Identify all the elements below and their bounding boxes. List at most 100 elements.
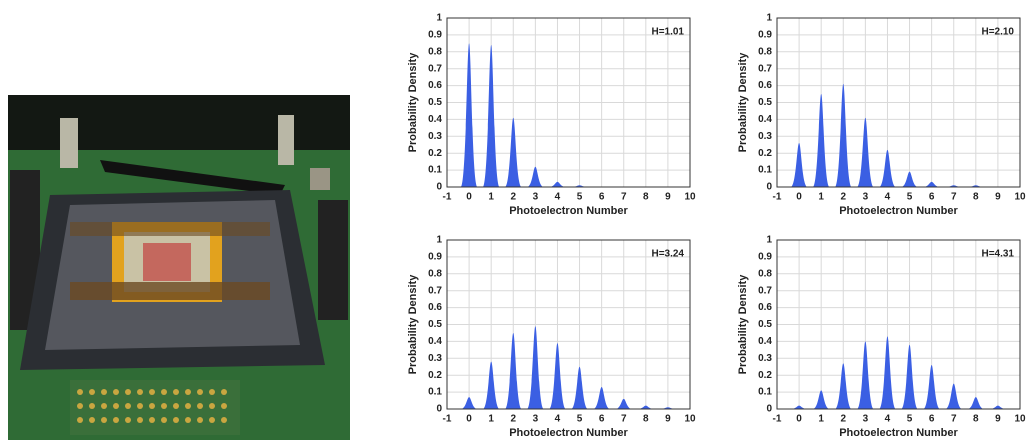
peak bbox=[856, 117, 874, 187]
x-axis-label: Photoelectron Number bbox=[839, 427, 958, 439]
x-tick-label: 7 bbox=[621, 192, 627, 203]
y-tick-label: 0.5 bbox=[428, 97, 442, 108]
peak bbox=[571, 366, 588, 409]
x-tick-label: 9 bbox=[665, 192, 671, 203]
y-tick-label: 0.8 bbox=[428, 268, 442, 279]
x-tick-label: 3 bbox=[533, 414, 539, 425]
y-axis-label: Probability Density bbox=[407, 52, 419, 153]
x-tick-label: 0 bbox=[466, 192, 472, 203]
x-tick-label: 3 bbox=[863, 192, 869, 203]
y-tick-label: 0.4 bbox=[428, 114, 442, 125]
y-tick-label: 0.7 bbox=[428, 63, 442, 74]
y-tick-label: 0.4 bbox=[758, 114, 772, 125]
peak bbox=[901, 344, 918, 409]
peak bbox=[790, 405, 808, 409]
peak bbox=[460, 43, 478, 187]
peak bbox=[549, 181, 566, 187]
y-tick-label: 0.9 bbox=[428, 252, 442, 263]
y-tick-label: 1 bbox=[436, 13, 442, 24]
y-tick-label: 0.3 bbox=[428, 353, 442, 364]
y-tick-label: 1 bbox=[436, 235, 442, 246]
x-tick-label: 4 bbox=[555, 192, 561, 203]
x-tick-label: 9 bbox=[995, 414, 1001, 425]
y-tick-label: 0.8 bbox=[758, 268, 772, 279]
x-tick-label: -1 bbox=[773, 192, 782, 203]
x-tick-label: 3 bbox=[863, 414, 869, 425]
y-tick-label: 1 bbox=[766, 235, 772, 246]
y-tick-label: 0.1 bbox=[428, 165, 442, 176]
plot-frame bbox=[446, 17, 691, 188]
x-tick-label: 7 bbox=[621, 414, 627, 425]
x-tick-label: 1 bbox=[818, 414, 824, 425]
x-tick-label: 6 bbox=[599, 414, 605, 425]
peak bbox=[989, 405, 1007, 409]
annotation: H=3.24 bbox=[651, 249, 684, 260]
chart-panel: 00.10.20.30.40.50.60.70.80.91-1 0 1 2 3 4 5 6 7 8… bbox=[407, 235, 696, 439]
x-tick-label: 1 bbox=[488, 192, 494, 203]
x-tick-label: 10 bbox=[684, 192, 696, 203]
x-tick-label: -1 bbox=[773, 414, 782, 425]
peak bbox=[923, 181, 941, 187]
peak bbox=[593, 387, 611, 409]
y-tick-label: 0.3 bbox=[428, 131, 442, 142]
x-tick-label: 0 bbox=[466, 414, 472, 425]
x-tick-label: 2 bbox=[840, 414, 846, 425]
x-axis-label: Photoelectron Number bbox=[839, 205, 958, 217]
y-tick-label: 0.7 bbox=[428, 285, 442, 296]
y-tick-label: 0.3 bbox=[758, 353, 772, 364]
chart-panel: 00.10.20.30.40.50.60.70.80.91-1 0 1 2 3 4 5 6 7 8… bbox=[737, 235, 1026, 439]
x-tick-label: 8 bbox=[643, 192, 649, 203]
x-tick-label: 8 bbox=[973, 192, 979, 203]
y-tick-label: 0.1 bbox=[758, 165, 772, 176]
y-tick-label: 0.4 bbox=[758, 336, 772, 347]
peak bbox=[460, 397, 478, 409]
peak bbox=[834, 83, 852, 187]
y-axis-label: Probability Density bbox=[407, 274, 419, 375]
chart-panel: 00.10.20.30.40.50.60.70.80.91-1 0 1 2 3 4 5 6 7 8… bbox=[737, 13, 1026, 217]
x-axis-label: Photoelectron Number bbox=[509, 205, 628, 217]
y-tick-label: 0.7 bbox=[758, 63, 772, 74]
x-tick-label: 4 bbox=[885, 192, 891, 203]
y-tick-label: 1 bbox=[766, 13, 772, 24]
y-tick-label: 0.6 bbox=[758, 80, 772, 91]
peak bbox=[901, 171, 918, 187]
plot-frame bbox=[776, 17, 1021, 188]
peak bbox=[923, 365, 941, 409]
peak bbox=[526, 166, 544, 187]
annotation: H=2.10 bbox=[981, 27, 1014, 38]
peak bbox=[945, 383, 963, 409]
x-tick-label: 6 bbox=[929, 414, 935, 425]
x-tick-label: 5 bbox=[577, 192, 583, 203]
y-tick-label: 0 bbox=[766, 182, 772, 193]
peak bbox=[812, 94, 830, 187]
x-tick-label: 9 bbox=[665, 414, 671, 425]
peak bbox=[549, 343, 566, 409]
x-axis-label: Photoelectron Number bbox=[509, 427, 628, 439]
device-photo bbox=[8, 95, 350, 440]
x-tick-label: 5 bbox=[577, 414, 583, 425]
y-tick-label: 0.8 bbox=[428, 46, 442, 57]
x-tick-label: 10 bbox=[1014, 414, 1026, 425]
peak bbox=[615, 398, 633, 409]
y-axis-label: Probability Density bbox=[737, 274, 749, 375]
x-tick-label: 10 bbox=[1014, 192, 1026, 203]
y-tick-label: 0.1 bbox=[758, 387, 772, 398]
y-tick-label: 0.7 bbox=[758, 285, 772, 296]
y-tick-label: 0.2 bbox=[758, 148, 772, 159]
x-tick-label: 9 bbox=[995, 192, 1001, 203]
peak bbox=[790, 143, 808, 187]
y-tick-label: 0.9 bbox=[758, 252, 772, 263]
annotation: H=1.01 bbox=[651, 27, 684, 38]
y-tick-label: 0.4 bbox=[428, 336, 442, 347]
x-tick-label: 7 bbox=[951, 414, 957, 425]
x-tick-label: 4 bbox=[555, 414, 561, 425]
x-tick-label: 8 bbox=[643, 414, 649, 425]
x-tick-label: 5 bbox=[907, 192, 913, 203]
peak bbox=[834, 363, 852, 409]
plot-frame bbox=[446, 239, 691, 410]
x-tick-label: 7 bbox=[951, 192, 957, 203]
x-tick-label: 1 bbox=[818, 192, 824, 203]
y-tick-label: 0.6 bbox=[758, 302, 772, 313]
y-tick-label: 0 bbox=[436, 404, 442, 415]
